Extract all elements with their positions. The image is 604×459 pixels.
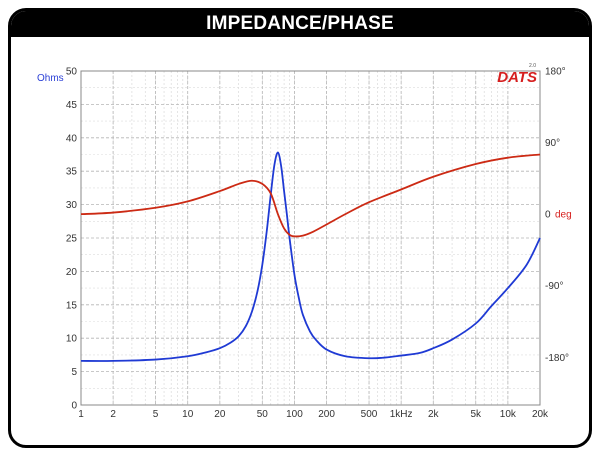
- y-right-axis-label: deg: [555, 210, 572, 221]
- x-tick-label: 50: [257, 409, 269, 420]
- x-tick-label: 10: [182, 409, 194, 420]
- x-tick-label: 1: [78, 409, 84, 420]
- y-left-axis-label: Ohms: [37, 73, 64, 84]
- y-left-tick-label: 50: [66, 67, 78, 78]
- y-left-tick-label: 0: [71, 401, 77, 412]
- y-left-tick-label: 10: [66, 334, 78, 345]
- y-left-tick-label: 30: [66, 200, 78, 211]
- chart-title: IMPEDANCE/PHASE: [11, 11, 589, 37]
- x-tick-label: 2: [110, 409, 116, 420]
- x-tick-label: 20: [214, 409, 226, 420]
- y-left-tick-label: 15: [66, 300, 78, 311]
- x-tick-label: 200: [318, 409, 335, 420]
- y-left-tick-label: 45: [66, 100, 78, 111]
- y-left-tick-label: 5: [71, 367, 77, 378]
- y-left-tick-label: 40: [66, 133, 78, 144]
- dats-logo-version: 2.0: [529, 63, 536, 69]
- x-tick-label: 1kHz: [390, 409, 413, 420]
- y-right-tick-label: -90°: [545, 281, 563, 292]
- y-left-tick-label: 20: [66, 267, 78, 278]
- y-right-tick-label: -180°: [545, 353, 569, 364]
- x-tick-label: 2k: [428, 409, 440, 420]
- y-left-tick-label: 35: [66, 167, 78, 178]
- x-tick-label: 5k: [470, 409, 482, 420]
- dats-logo: DATS: [497, 69, 537, 86]
- x-tick-label: 5: [153, 409, 159, 420]
- impedance-curve: [80, 151, 541, 362]
- y-left-tick-label: 25: [66, 234, 78, 245]
- x-tick-label: 20k: [532, 409, 549, 420]
- phase-curve: [80, 153, 541, 238]
- y-right-tick-label: 0: [545, 210, 551, 221]
- x-tick-label: 100: [286, 409, 303, 420]
- y-right-tick-label: 90°: [545, 138, 560, 149]
- y-right-tick-label: 180°: [545, 67, 566, 78]
- plot-border: [80, 70, 541, 406]
- x-tick-label: 500: [361, 409, 378, 420]
- x-tick-label: 10k: [500, 409, 517, 420]
